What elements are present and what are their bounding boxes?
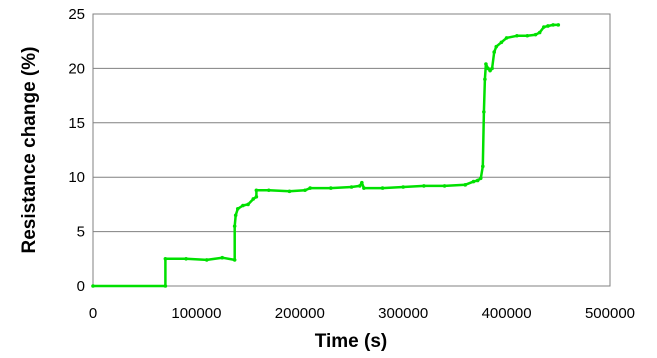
data-point bbox=[349, 185, 354, 189]
data-point bbox=[490, 66, 494, 71]
data-point bbox=[484, 62, 488, 66]
data-point bbox=[329, 186, 333, 190]
data-point bbox=[251, 197, 256, 201]
data-point bbox=[546, 24, 550, 28]
series-line bbox=[93, 23, 559, 288]
data-point bbox=[551, 23, 555, 27]
data-series bbox=[91, 23, 561, 288]
data-point bbox=[494, 44, 499, 49]
data-point bbox=[204, 258, 209, 262]
data-point bbox=[184, 257, 188, 261]
data-point bbox=[163, 257, 168, 261]
data-point bbox=[515, 33, 519, 38]
plot-area bbox=[92, 13, 611, 287]
data-point bbox=[357, 184, 362, 188]
data-point bbox=[287, 189, 292, 194]
data-point bbox=[482, 110, 486, 114]
data-point bbox=[483, 77, 487, 82]
data-point bbox=[91, 284, 95, 288]
data-point bbox=[254, 188, 259, 193]
data-point bbox=[475, 178, 480, 183]
y-tick-label: 0 bbox=[77, 278, 85, 295]
data-point bbox=[303, 188, 307, 193]
x-tick-label: 100000 bbox=[171, 305, 221, 322]
y-tick-label: 5 bbox=[77, 224, 85, 241]
data-point bbox=[163, 284, 168, 288]
data-point bbox=[499, 40, 504, 45]
gridlines bbox=[93, 67, 610, 233]
y-tick-labels: 0 5 10 15 20 25 bbox=[68, 6, 85, 295]
data-point bbox=[478, 176, 483, 181]
y-tick-label: 20 bbox=[68, 60, 85, 77]
data-point bbox=[254, 194, 259, 199]
data-point bbox=[235, 206, 240, 211]
data-point bbox=[266, 188, 271, 193]
data-point bbox=[533, 32, 538, 37]
x-tick-label: 300000 bbox=[378, 305, 428, 322]
data-point bbox=[232, 224, 237, 228]
data-point bbox=[232, 258, 237, 262]
data-point bbox=[542, 25, 546, 29]
x-tick-label: 200000 bbox=[275, 305, 325, 322]
data-point bbox=[380, 186, 385, 190]
data-point bbox=[504, 36, 509, 40]
data-point bbox=[246, 202, 250, 207]
data-point bbox=[241, 203, 245, 208]
data-point bbox=[308, 186, 312, 190]
data-point bbox=[492, 50, 496, 54]
x-tick-label: 0 bbox=[89, 305, 97, 322]
data-point bbox=[401, 185, 406, 189]
data-point bbox=[422, 184, 426, 188]
x-tick-label: 400000 bbox=[482, 305, 532, 322]
data-point bbox=[525, 33, 530, 38]
data-point bbox=[481, 164, 485, 169]
x-tick-label: 500000 bbox=[585, 305, 635, 322]
x-axis-title: Time (s) bbox=[315, 331, 388, 352]
y-tick-label: 10 bbox=[68, 169, 85, 186]
data-point bbox=[556, 23, 561, 27]
data-point bbox=[442, 184, 447, 188]
y-tick-label: 25 bbox=[68, 6, 85, 23]
data-point bbox=[471, 179, 476, 184]
data-point bbox=[233, 213, 238, 218]
y-axis-title: Resistance change (%) bbox=[19, 47, 40, 254]
data-point bbox=[360, 180, 364, 185]
data-point bbox=[463, 183, 468, 187]
y-tick-label: 15 bbox=[68, 115, 85, 132]
data-point bbox=[220, 255, 225, 260]
x-tick-labels: 0 100000 200000 300000 400000 500000 bbox=[89, 305, 635, 322]
data-point bbox=[362, 186, 366, 190]
data-point bbox=[537, 30, 542, 35]
